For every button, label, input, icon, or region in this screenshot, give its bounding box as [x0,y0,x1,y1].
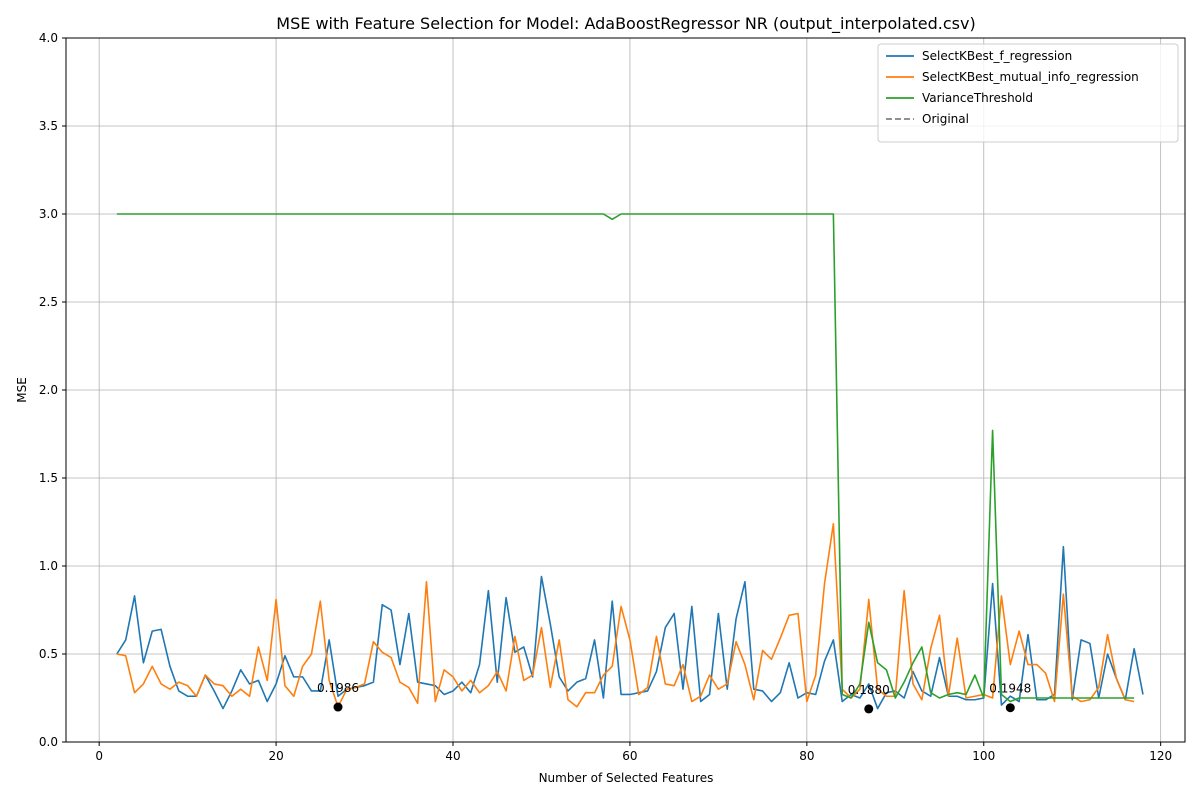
x-tick-label: 80 [799,749,814,763]
y-tick-label: 4.0 [39,31,58,45]
y-tick-label: 3.0 [39,207,58,221]
legend-entry: SelectKBest_mutual_info_regression [922,70,1139,84]
x-tick-label: 100 [972,749,995,763]
y-tick-label: 1.5 [39,471,58,485]
min-point-label: 0.1948 [989,682,1031,696]
annotations: 0.1986 0.1880 0.1948 [317,681,1031,714]
x-tick-label: 120 [1149,749,1172,763]
series-line-SelectKBest_f_regression [116,545,1144,710]
y-tick-label: 2.5 [39,295,58,309]
min-point-label: 0.1880 [848,683,890,697]
min-point-marker [333,702,343,712]
min-point-marker [1005,703,1015,713]
x-tick-label: 0 [95,749,103,763]
x-tick-label: 60 [622,749,637,763]
x-tick-label: 40 [445,749,460,763]
axis-ticks: 0 20 40 60 80 100 120 0.0 0.5 1.0 1.5 2.0 2.5 3.0 3.5 4… [39,31,1172,763]
y-tick-label: 1.0 [39,559,58,573]
legend-box [877,43,1179,143]
legend: SelectKBest_f_regression SelectKBest_mutu… [877,43,1179,143]
series-line-VarianceThreshold [116,213,1135,703]
y-tick-label: 3.5 [39,119,58,133]
y-tick-label: 0.5 [39,647,58,661]
series-lines [116,213,1144,710]
chart-title: MSE with Feature Selection for Model: Ad… [276,14,975,34]
min-point-marker [864,704,874,714]
y-tick-label: 0.0 [39,735,58,749]
x-tick-label: 20 [268,749,283,763]
legend-entry: Original [922,112,969,126]
y-axis-label: MSE [15,377,29,403]
y-tick-label: 2.0 [39,383,58,397]
legend-entry: SelectKBest_f_regression [922,49,1072,63]
min-point-label: 0.1986 [317,681,359,695]
series-line-SelectKBest_mutual_info_regression [116,522,1135,708]
legend-entry: VarianceThreshold [922,91,1033,105]
x-axis-label: Number of Selected Features [539,771,714,785]
